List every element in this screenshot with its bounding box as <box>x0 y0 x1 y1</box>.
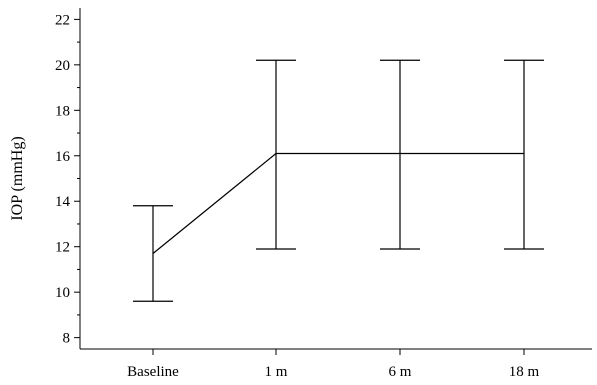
x-tick-label: Baseline <box>127 364 179 380</box>
series-group <box>133 59 544 302</box>
y-ticks: 8 10 12 14 16 18 20 22 <box>55 12 80 347</box>
mean-line <box>152 152 524 254</box>
y-tick-label: 10 <box>55 285 70 301</box>
x-tick-label: 1 m <box>265 364 288 380</box>
y-tick-label: 18 <box>55 103 70 119</box>
y-tick-label: 8 <box>63 331 71 347</box>
mean-point <box>275 152 277 155</box>
x-tick-label: 6 m <box>389 364 412 380</box>
y-tick-label: 12 <box>55 240 70 256</box>
x-ticks: Baseline 1 m 6 m 18 m <box>127 349 540 380</box>
mean-point <box>523 152 525 155</box>
y-tick-label: 16 <box>55 149 71 165</box>
x-tick-label: 18 m <box>509 364 540 380</box>
mean-point <box>399 152 401 155</box>
y-tick-label: 22 <box>55 12 70 28</box>
mean-point <box>152 252 154 255</box>
y-tick-label: 20 <box>55 58 70 74</box>
axes <box>79 8 592 350</box>
y-tick-label: 14 <box>55 194 71 210</box>
y-axis-title: IOP (mmHg) <box>9 136 26 220</box>
